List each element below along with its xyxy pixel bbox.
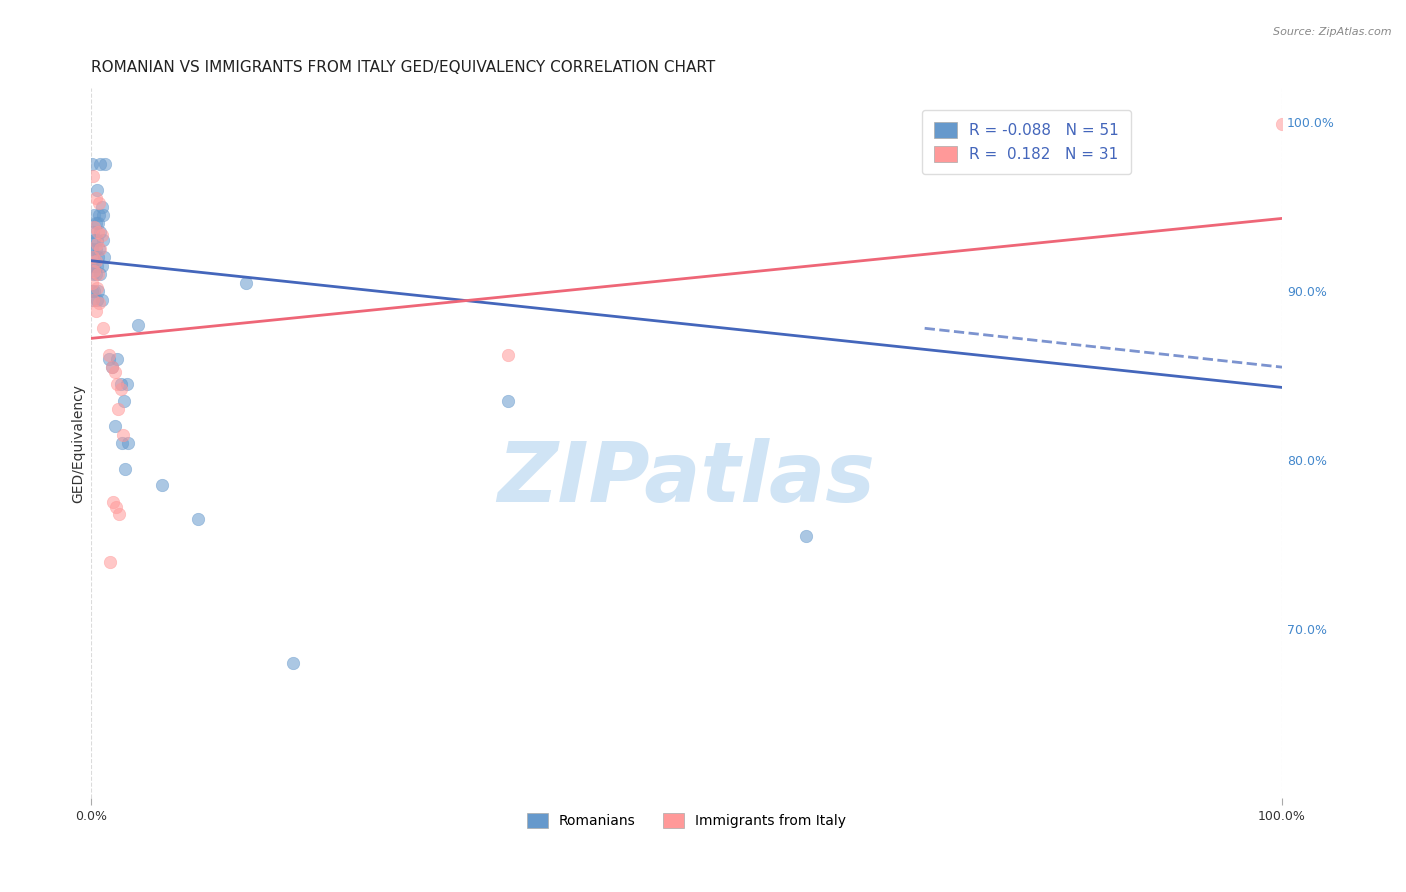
Point xyxy=(93,250,115,264)
Point xyxy=(98,554,121,568)
Point xyxy=(235,276,257,290)
Point xyxy=(82,250,104,264)
Point xyxy=(87,284,110,298)
Point xyxy=(496,348,519,362)
Point xyxy=(1271,117,1294,131)
Point xyxy=(84,253,107,268)
Point xyxy=(87,217,110,231)
Point xyxy=(80,284,103,298)
Point xyxy=(89,267,111,281)
Point xyxy=(84,267,107,281)
Point xyxy=(84,217,107,231)
Point xyxy=(111,436,134,450)
Point xyxy=(101,360,124,375)
Point xyxy=(107,402,129,417)
Point xyxy=(103,495,125,509)
Point xyxy=(108,507,131,521)
Point xyxy=(82,293,104,307)
Point xyxy=(97,351,120,366)
Point xyxy=(83,208,105,222)
Point xyxy=(94,157,117,171)
Point xyxy=(91,233,114,247)
Point xyxy=(89,242,111,256)
Point xyxy=(86,233,108,247)
Point xyxy=(101,360,124,375)
Point xyxy=(80,242,103,256)
Point xyxy=(87,267,110,281)
Text: ZIPatlas: ZIPatlas xyxy=(498,438,876,519)
Point xyxy=(97,348,120,362)
Point xyxy=(87,225,110,239)
Point xyxy=(83,233,105,247)
Point xyxy=(80,276,103,290)
Point xyxy=(110,377,132,392)
Point xyxy=(80,259,103,273)
Point xyxy=(112,393,135,408)
Point xyxy=(86,281,108,295)
Point xyxy=(87,250,110,264)
Point xyxy=(91,208,114,222)
Point xyxy=(105,377,128,392)
Point xyxy=(89,296,111,310)
Point xyxy=(187,512,209,526)
Point xyxy=(86,183,108,197)
Point xyxy=(794,529,817,543)
Point xyxy=(82,225,104,239)
Point xyxy=(115,377,138,392)
Point xyxy=(104,419,127,434)
Point xyxy=(114,461,136,475)
Point xyxy=(89,208,111,222)
Y-axis label: GED/Equivalency: GED/Equivalency xyxy=(72,384,86,503)
Point xyxy=(89,225,111,239)
Point xyxy=(496,393,519,408)
Point xyxy=(83,219,105,234)
Text: ROMANIAN VS IMMIGRANTS FROM ITALY GED/EQUIVALENCY CORRELATION CHART: ROMANIAN VS IMMIGRANTS FROM ITALY GED/EQ… xyxy=(91,60,716,75)
Point xyxy=(82,267,104,281)
Legend: Romanians, Immigrants from Italy: Romanians, Immigrants from Italy xyxy=(522,808,852,834)
Point xyxy=(86,259,108,273)
Point xyxy=(104,365,127,379)
Point xyxy=(82,169,104,183)
Point xyxy=(84,242,107,256)
Point xyxy=(90,293,112,307)
Text: Source: ZipAtlas.com: Source: ZipAtlas.com xyxy=(1274,27,1392,37)
Point xyxy=(89,242,111,256)
Point xyxy=(150,478,173,492)
Point xyxy=(90,259,112,273)
Point xyxy=(89,196,111,211)
Point xyxy=(104,500,127,515)
Point xyxy=(83,264,105,278)
Point xyxy=(111,427,134,442)
Point xyxy=(89,157,111,171)
Point xyxy=(86,236,108,251)
Point xyxy=(82,293,104,307)
Point xyxy=(80,157,103,171)
Point xyxy=(117,436,139,450)
Point xyxy=(84,304,107,318)
Point xyxy=(84,191,107,205)
Point xyxy=(90,228,112,243)
Point xyxy=(127,318,149,332)
Point xyxy=(83,284,105,298)
Point xyxy=(110,382,132,396)
Point xyxy=(83,259,105,273)
Point xyxy=(86,293,108,307)
Point xyxy=(91,321,114,335)
Point xyxy=(105,351,128,366)
Point xyxy=(283,656,305,670)
Point xyxy=(82,250,104,264)
Point xyxy=(90,200,112,214)
